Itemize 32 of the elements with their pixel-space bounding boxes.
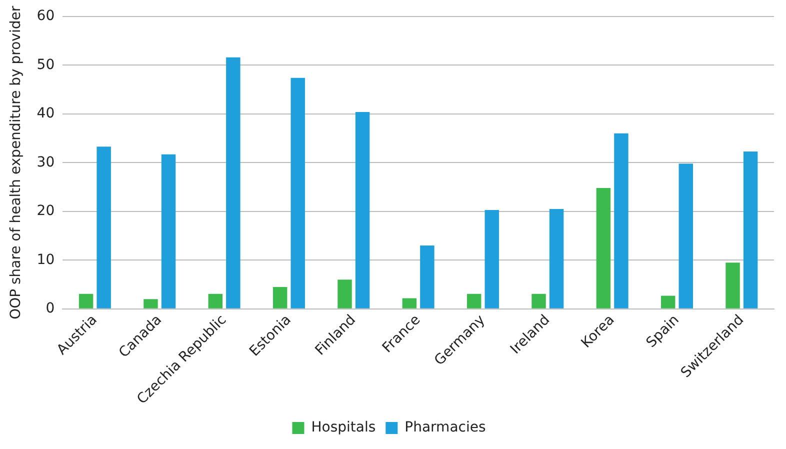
bar (743, 151, 758, 308)
bar (338, 280, 352, 308)
y-tick-label: 50 (36, 56, 55, 73)
y-tick-label: 20 (36, 203, 55, 220)
y-tick-label: 0 (46, 300, 55, 317)
bar (226, 57, 240, 308)
bar (549, 208, 564, 308)
y-tick-label: 60 (36, 8, 55, 24)
bar (161, 154, 176, 308)
y-tick-label: 40 (36, 106, 55, 122)
bar (208, 294, 223, 308)
bar (660, 296, 676, 308)
bar (678, 164, 693, 308)
bar (78, 294, 94, 308)
bar (532, 294, 546, 308)
bar (726, 262, 740, 308)
bar (355, 112, 370, 308)
bar (272, 286, 288, 308)
bar (484, 210, 499, 308)
bar (290, 78, 305, 308)
y-axis-title: OOP share of health expenditure by provider (8, 6, 24, 320)
bar (596, 188, 611, 308)
bar (420, 246, 434, 308)
y-tick-label: 10 (36, 252, 55, 268)
bar (402, 298, 417, 308)
legend-label: Pharmacies (404, 420, 486, 436)
bar (614, 133, 628, 308)
y-tick-label: 30 (36, 154, 55, 170)
bar (466, 294, 482, 308)
bar (96, 146, 111, 308)
legend-label: Hospitals (311, 420, 376, 436)
bar (144, 299, 158, 308)
